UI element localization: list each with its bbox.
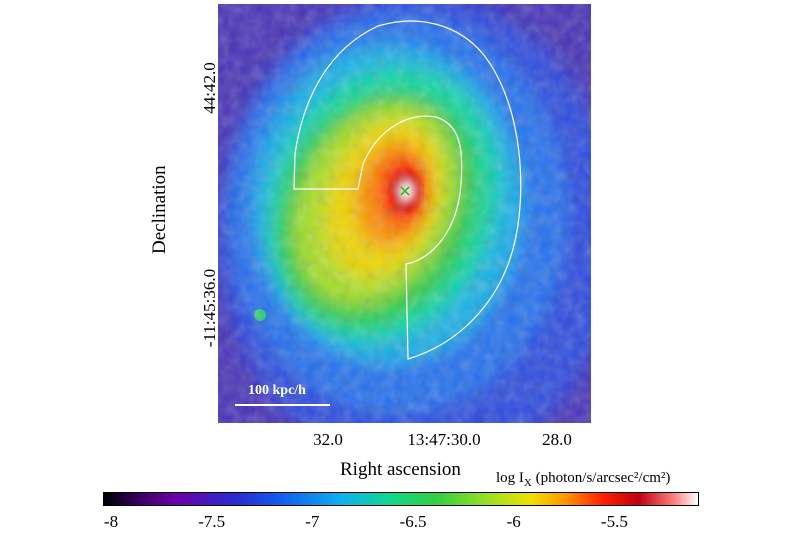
colorbar bbox=[103, 492, 699, 506]
colorbar-tick-label: -7.5 bbox=[198, 512, 226, 531]
region-outline bbox=[293, 20, 522, 360]
colorbar-tick-label: -6 bbox=[506, 512, 521, 531]
colorbar-tick-label: -5.5 bbox=[600, 512, 628, 531]
colorbar-label: log IX (photon/s/arcsec²/cm²) bbox=[496, 470, 670, 489]
y-tick-label: 44:42.0 bbox=[200, 62, 219, 114]
y-axis-label: Declination bbox=[149, 165, 170, 254]
x-axis-label: Right ascension bbox=[340, 459, 461, 480]
map-svg bbox=[218, 4, 591, 423]
colorbar-tick-label: -8 bbox=[103, 512, 119, 531]
colorbar-label-units: (photon/s/arcsec²/cm²) bbox=[535, 470, 671, 486]
colorbar-tick-label: -7 bbox=[305, 512, 320, 531]
noise-texture bbox=[218, 4, 591, 423]
xray-surface-brightness-map bbox=[218, 4, 591, 423]
colorbar-tick-label: -6.5 bbox=[399, 512, 427, 531]
x-tick-label: 28.0 bbox=[542, 430, 572, 449]
y-tick-label: -11:45:36.0 bbox=[200, 268, 219, 348]
colorbar-label-main: log I bbox=[496, 470, 524, 486]
scale-bar-label: 100 kpc/h bbox=[248, 383, 306, 398]
x-tick-label: 32.0 bbox=[313, 430, 343, 449]
colorbar-label-sub: X bbox=[523, 477, 532, 489]
x-tick-label: 13:47:30.0 bbox=[407, 430, 481, 449]
cluster-center-marker bbox=[400, 186, 410, 196]
scale-bar bbox=[235, 404, 330, 406]
